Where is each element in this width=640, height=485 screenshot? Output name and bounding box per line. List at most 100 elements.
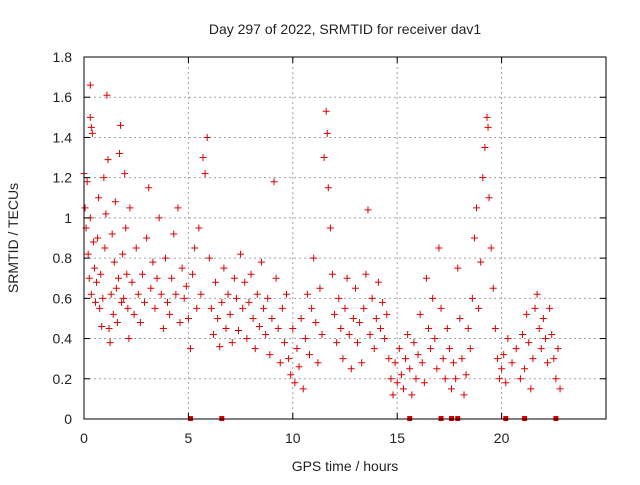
data-point	[531, 304, 539, 312]
data-point	[166, 310, 174, 318]
data-point	[301, 335, 309, 343]
data-point	[362, 270, 370, 278]
data-point	[370, 345, 378, 353]
data-point	[94, 234, 102, 242]
data-point	[89, 238, 97, 246]
data-point	[484, 123, 492, 131]
data-point	[550, 355, 558, 363]
x-tick-label: 5	[185, 430, 193, 446]
data-point	[360, 304, 368, 312]
data-point	[345, 331, 353, 339]
data-point	[243, 335, 251, 343]
data-point	[454, 264, 462, 272]
y-tick-label: 0.4	[53, 331, 73, 347]
data-point	[218, 298, 226, 306]
data-point	[155, 214, 163, 222]
data-point	[496, 375, 504, 383]
data-point	[299, 385, 307, 393]
data-point	[303, 290, 311, 298]
data-point	[339, 355, 347, 363]
data-point	[320, 154, 328, 162]
data-point	[108, 230, 116, 238]
data-point	[389, 391, 397, 399]
data-point	[149, 258, 157, 266]
data-point	[84, 250, 92, 258]
data-point	[479, 174, 487, 182]
data-point	[425, 325, 433, 332]
data-point	[323, 129, 331, 137]
data-point	[351, 284, 359, 292]
data-point	[312, 318, 320, 326]
data-point	[118, 298, 126, 306]
data-point	[174, 204, 182, 212]
data-point	[556, 385, 564, 393]
data-point	[170, 230, 178, 238]
data-point	[521, 365, 529, 373]
data-point	[193, 304, 201, 312]
axis-ticks: 0 0.2 0.4 0.6 0.8 1 1.2 1.4 1.6 1.8 0 5 10 15 20	[53, 49, 606, 446]
data-point	[502, 379, 510, 387]
data-point	[358, 359, 366, 367]
data-point	[126, 204, 134, 212]
data-point	[489, 284, 497, 292]
data-point	[157, 290, 165, 298]
data-point	[90, 264, 98, 272]
data-point	[322, 107, 330, 115]
data-point	[554, 345, 562, 353]
grid-lines	[84, 57, 606, 419]
data-point	[212, 278, 220, 286]
x-axis-label: GPS time / hours	[292, 458, 399, 474]
data-point	[391, 359, 399, 367]
data-point	[316, 284, 324, 292]
data-point	[481, 144, 489, 151]
data-point	[349, 314, 357, 322]
data-point	[134, 290, 142, 298]
data-point	[385, 355, 393, 363]
data-point	[87, 123, 95, 131]
data-point	[147, 284, 155, 292]
y-tick-label: 1.2	[53, 170, 73, 186]
data-point	[86, 81, 94, 89]
data-point	[224, 290, 232, 298]
data-point	[253, 290, 261, 298]
data-point	[427, 345, 435, 353]
data-point	[414, 351, 422, 359]
data-point	[466, 345, 474, 353]
data-point	[268, 314, 276, 322]
data-point	[306, 351, 314, 359]
data-point	[308, 304, 316, 312]
data-point	[343, 274, 351, 282]
data-point	[347, 365, 355, 373]
data-point	[272, 274, 280, 282]
y-tick-label: 0	[64, 411, 72, 427]
data-point	[431, 335, 439, 343]
data-point	[113, 318, 121, 326]
data-point	[439, 355, 447, 363]
data-point	[110, 258, 118, 266]
data-point	[452, 375, 460, 383]
data-point	[235, 327, 243, 335]
data-point	[450, 359, 458, 367]
data-point	[310, 254, 318, 262]
data-point	[546, 304, 554, 312]
data-point	[548, 331, 556, 339]
data-point	[161, 254, 169, 262]
data-point	[525, 339, 533, 347]
data-point	[485, 194, 493, 202]
data-point	[397, 371, 405, 379]
data-point	[537, 345, 545, 353]
data-point	[103, 91, 111, 99]
data-point	[433, 365, 441, 373]
data-point	[255, 322, 263, 330]
data-point	[104, 156, 112, 164]
y-tick-label: 0.6	[53, 290, 73, 306]
data-point	[464, 325, 472, 332]
data-point	[393, 379, 401, 387]
data-point	[456, 314, 464, 322]
data-point	[111, 198, 119, 206]
y-tick-label: 0.2	[53, 371, 73, 387]
data-point	[182, 282, 190, 290]
data-point	[285, 355, 293, 363]
data-point	[176, 318, 184, 326]
